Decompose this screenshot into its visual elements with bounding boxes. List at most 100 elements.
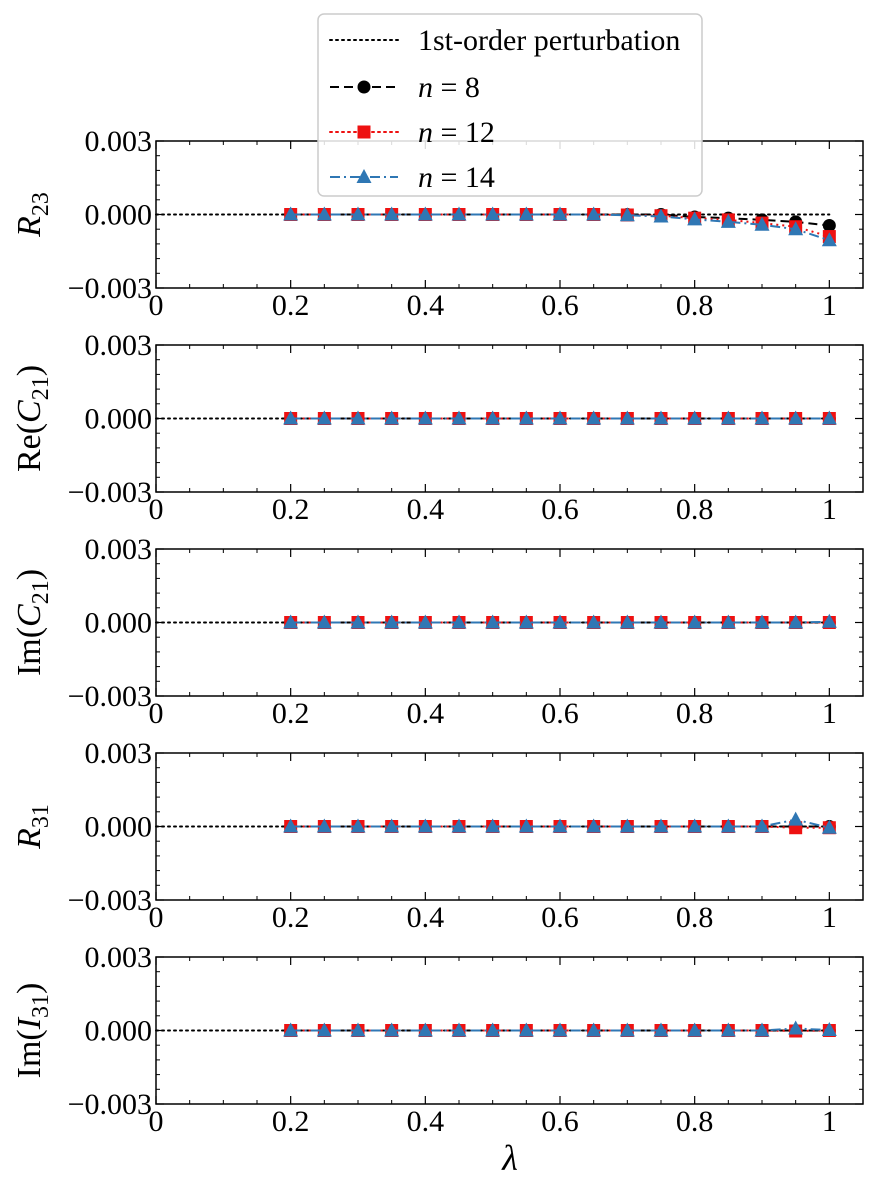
x-tick-label: 0.6 [541, 1105, 579, 1138]
data-point-n=14 [350, 206, 366, 221]
x-axis-label: λ [501, 1138, 518, 1178]
data-point-n=14 [754, 1022, 770, 1037]
data-point-n=14 [451, 818, 467, 833]
y-label-suffix: ) [11, 983, 48, 994]
panel-2: 0 0.2 0.4 0.6 0.8 1 −0.003 0.000 0.003 Re(C21) [11, 329, 864, 526]
x-tick-label: 0.2 [272, 289, 310, 322]
data-point-n=14 [687, 410, 703, 425]
x-tick-label: 0.8 [676, 1105, 714, 1138]
data-point-n=14 [384, 818, 400, 833]
data-point-n=14 [687, 1022, 703, 1037]
x-tick-label: 0.6 [541, 697, 579, 730]
x-tick-label: 0.4 [407, 901, 445, 934]
data-point-n=14 [384, 206, 400, 221]
data-point-n=14 [485, 206, 501, 221]
legend-item-1: 1st-order perturbation [329, 24, 680, 57]
data-point-n=14 [316, 206, 332, 221]
legend-label: n = 14 [418, 161, 495, 194]
data-point-n=14 [417, 206, 433, 221]
data-point-n=14 [384, 410, 400, 425]
legend-label: n = 8 [418, 71, 480, 104]
y-tick-label: 0.000 [85, 199, 153, 232]
data-point-n=14 [485, 1022, 501, 1037]
data-point-n=14 [586, 410, 602, 425]
y-tick-label: 0.000 [85, 811, 153, 844]
data-point-n=14 [451, 206, 467, 221]
y-tick-label: 0.003 [85, 329, 153, 362]
data-point-n=14 [788, 614, 804, 629]
y-tick-label: 0.003 [85, 125, 153, 158]
data-point-n=14 [821, 410, 837, 425]
y-label-symbol: R [11, 216, 48, 238]
y-label-subscript: 21 [28, 376, 54, 400]
data-point-n=14 [316, 614, 332, 629]
x-tick-label: 0 [149, 493, 164, 526]
x-tick-label: 0.6 [541, 289, 579, 322]
data-point-n=14 [451, 1022, 467, 1037]
data-point-n=14 [283, 614, 299, 629]
data-point-n=14 [350, 818, 366, 833]
data-point-n=14 [485, 614, 501, 629]
y-tick-label: −0.003 [68, 476, 152, 509]
y-tick-label: 0.000 [85, 403, 153, 436]
data-point-n=14 [350, 410, 366, 425]
y-label-prefix: Im( [11, 1029, 48, 1078]
data-point-n=14 [619, 818, 635, 833]
data-point-n=14 [653, 410, 669, 425]
data-point-n=14 [552, 410, 568, 425]
data-point-n=14 [586, 1022, 602, 1037]
x-tick-label: 0.6 [541, 901, 579, 934]
data-point-n=14 [417, 410, 433, 425]
y-axis-label: Im(I31) [11, 983, 54, 1079]
data-point-n=14 [821, 819, 837, 834]
x-tick-label: 0.8 [676, 289, 714, 322]
legend-marker [356, 169, 372, 183]
panel-3: 0 0.2 0.4 0.6 0.8 1 −0.003 0.000 0.003 Im(C21) [11, 533, 864, 730]
y-label-symbol: C [11, 400, 48, 423]
legend-box [317, 13, 703, 197]
y-tick-label: 0.003 [85, 737, 153, 770]
x-tick-label: 0.8 [676, 901, 714, 934]
data-point-n=14 [754, 818, 770, 833]
y-label-subscript: 23 [28, 192, 54, 216]
data-point-n=14 [687, 614, 703, 629]
x-tick-label: 0 [149, 901, 164, 934]
y-label-subscript: 21 [28, 580, 54, 604]
y-label-symbol: C [11, 604, 48, 627]
data-point-n=14 [485, 818, 501, 833]
data-point-n=14 [518, 206, 534, 221]
data-point-n=14 [350, 614, 366, 629]
y-label-subscript: 31 [28, 994, 54, 1018]
data-point-n=14 [788, 410, 804, 425]
data-point-n=14 [485, 410, 501, 425]
data-point-n=14 [720, 818, 736, 833]
y-label-suffix: ) [11, 569, 48, 580]
data-point-n=14 [316, 410, 332, 425]
data-point-n=14 [316, 818, 332, 833]
x-tick-label: 0 [149, 289, 164, 322]
legend-var: n [418, 116, 433, 149]
legend-marker [357, 125, 371, 139]
y-label-suffix: ) [11, 365, 48, 376]
legend-label: n = 12 [418, 116, 495, 149]
x-tick-label: 0.2 [272, 1105, 310, 1138]
y-axis-label: R31 [11, 804, 54, 850]
data-point-n=14 [720, 614, 736, 629]
data-point-n=14 [518, 818, 534, 833]
panel-4: 0 0.2 0.4 0.6 0.8 1 −0.003 0.000 0.003 R31 [11, 737, 864, 934]
data-point-n=14 [518, 410, 534, 425]
x-tick-label: 1 [822, 289, 837, 322]
y-tick-label: 0.003 [85, 533, 153, 566]
legend-value: = 14 [433, 161, 495, 194]
y-axis-label: Im(C21) [11, 569, 54, 676]
data-point-n=14 [552, 818, 568, 833]
data-point-n=14 [720, 213, 736, 228]
legend-var: n [418, 161, 433, 194]
data-point-n=14 [619, 410, 635, 425]
legend-label: 1st-order perturbation [418, 24, 680, 57]
x-tick-label: 1 [822, 493, 837, 526]
data-point-n=14 [720, 410, 736, 425]
y-label-prefix: Im( [11, 627, 48, 676]
